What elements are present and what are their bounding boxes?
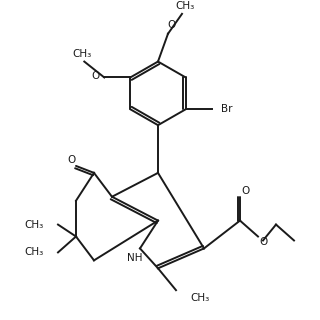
Text: NH: NH [127, 253, 143, 263]
Text: O: O [241, 186, 249, 196]
Text: O: O [167, 20, 175, 30]
Text: CH₃: CH₃ [25, 247, 44, 257]
Text: CH₃: CH₃ [175, 1, 195, 11]
Text: Br: Br [221, 104, 232, 114]
Text: O: O [259, 237, 267, 247]
Text: CH₃: CH₃ [25, 220, 44, 229]
Text: O: O [91, 71, 99, 82]
Text: O: O [67, 155, 75, 165]
Text: CH₃: CH₃ [190, 293, 209, 303]
Text: CH₃: CH₃ [73, 49, 92, 59]
